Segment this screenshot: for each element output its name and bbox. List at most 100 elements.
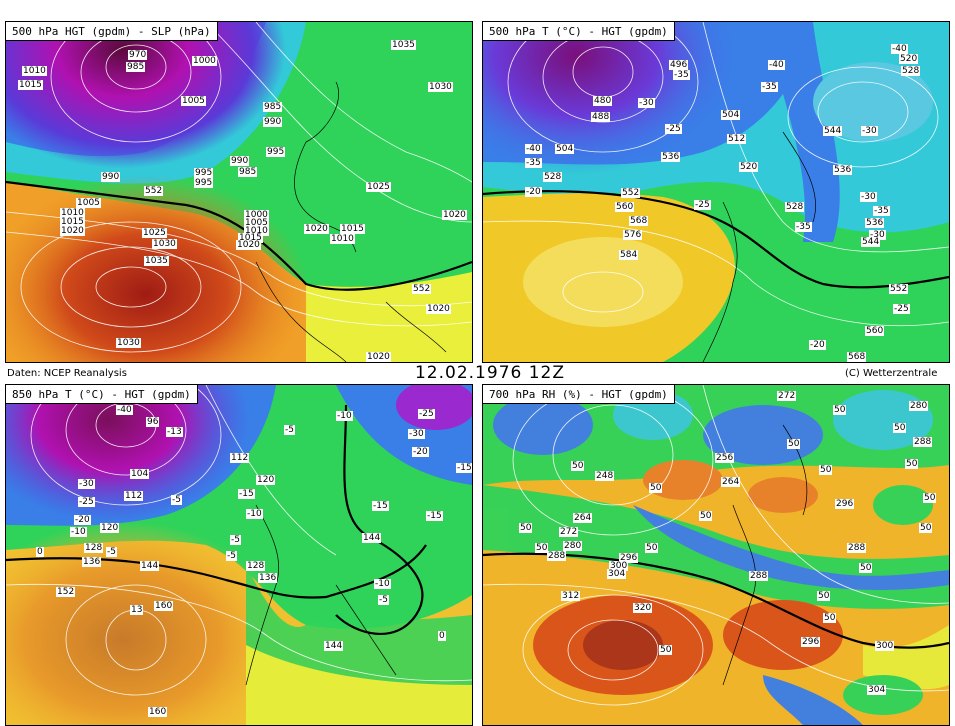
contour-label: 13 (130, 605, 144, 615)
contour-label: 536 (661, 152, 681, 162)
panel-title: 700 hPa RH (%) - HGT (gpdm) (483, 385, 675, 404)
contour-label: 120 (256, 475, 276, 485)
contour-label: 504 (555, 144, 575, 154)
contour-label: 1010 (22, 66, 47, 76)
contour-label: 112 (230, 453, 250, 463)
panel-500hpa-t-hgt: 500 hPa T (°C) - HGT (gpdm) 496 -35 -40 … (482, 21, 950, 363)
map-500-temp (483, 22, 949, 362)
contour-label: 1005 (181, 96, 206, 106)
contour-label: 50 (659, 645, 673, 655)
contour-label: 288 (847, 543, 867, 553)
panel-title: 500 hPa T (°C) - HGT (gpdm) (483, 22, 675, 41)
contour-label: 1020 (304, 224, 329, 234)
contour-label: 995 (194, 178, 214, 188)
contour-label: 1015 (60, 217, 85, 227)
contour-label: 496 (669, 60, 689, 70)
contour-label: -25 (78, 497, 95, 507)
contour-label: -35 (795, 222, 812, 232)
contour-label: 1015 (18, 80, 43, 90)
contour-label: 288 (547, 551, 567, 561)
contour-label: 1025 (142, 228, 167, 238)
contour-label: -25 (418, 409, 435, 419)
contour-label: 112 (124, 491, 144, 501)
contour-label: 1020 (60, 226, 85, 236)
contour-label: -35 (873, 206, 890, 216)
contour-label: 104 (130, 469, 150, 479)
contour-label: 288 (913, 437, 933, 447)
contour-label: 312 (561, 591, 581, 601)
contour-label: 280 (909, 401, 929, 411)
contour-label: -30 (408, 429, 425, 439)
contour-label: 248 (595, 471, 615, 481)
contour-label: 0 (36, 547, 44, 557)
contour-label: 136 (82, 557, 102, 567)
contour-label: 1010 (60, 208, 85, 218)
contour-label: 320 (633, 603, 653, 613)
contour-label: 560 (865, 326, 885, 336)
contour-label: -25 (665, 124, 682, 134)
contour-label: 552 (621, 188, 641, 198)
contour-label: 50 (535, 543, 549, 553)
contour-label: 970 (128, 50, 148, 60)
contour-label: 136 (258, 573, 278, 583)
contour-label: 552 (889, 284, 909, 294)
contour-label: 304 (867, 685, 887, 695)
credit-label: (C) Wetterzentrale (845, 368, 938, 379)
contour-label: -35 (525, 158, 542, 168)
contour-label: 1030 (152, 239, 177, 249)
contour-label: 528 (543, 172, 563, 182)
contour-label: 1005 (76, 198, 101, 208)
contour-label: -25 (893, 304, 910, 314)
contour-label: 536 (865, 218, 885, 228)
contour-label: -10 (336, 411, 353, 421)
contour-label: 144 (324, 641, 344, 651)
contour-label: 300 (609, 561, 629, 571)
contour-label: -20 (412, 447, 429, 457)
panel-500hpa-hgt-slp: 500 hPa HGT (gpdm) - SLP (hPa) 1035 1010… (5, 21, 473, 363)
panel-850hpa-t-hgt: 850 hPa T (°C) - HGT (gpdm) -40 96 -13 -… (5, 384, 473, 726)
contour-label: -40 (525, 144, 542, 154)
contour-label: -25 (694, 200, 711, 210)
contour-label: 300 (875, 641, 895, 651)
contour-label: 560 (615, 202, 635, 212)
contour-label: 288 (749, 571, 769, 581)
contour-label: -15 (456, 463, 472, 473)
contour-label: 544 (861, 237, 881, 247)
contour-label: 256 (715, 453, 735, 463)
contour-label: 296 (835, 499, 855, 509)
contour-label: 568 (629, 216, 649, 226)
map-slp (6, 22, 472, 362)
contour-label: 272 (559, 527, 579, 537)
contour-label: -15 (238, 489, 255, 499)
contour-label: -30 (861, 126, 878, 136)
contour-label: 1020 (236, 240, 261, 250)
contour-label: 584 (619, 250, 639, 260)
contour-label: 1025 (366, 182, 391, 192)
contour-label: -5 (230, 535, 241, 545)
contour-label: 1000 (192, 56, 217, 66)
contour-label: 120 (100, 523, 120, 533)
contour-label: 1020 (366, 352, 391, 362)
contour-label: 488 (591, 112, 611, 122)
contour-label: 50 (893, 423, 907, 433)
contour-label: 568 (847, 352, 867, 362)
panel-title: 500 hPa HGT (gpdm) - SLP (hPa) (6, 22, 218, 41)
contour-label: 160 (148, 707, 168, 717)
contour-label: 1035 (391, 40, 416, 50)
contour-label: 985 (126, 62, 146, 72)
contour-label: 96 (146, 417, 160, 427)
contour-label: 304 (607, 569, 627, 579)
contour-label: -30 (78, 479, 95, 489)
contour-label: 50 (817, 591, 831, 601)
contour-label: 1035 (144, 256, 169, 266)
contour-label: 50 (919, 523, 933, 533)
contour-label: -10 (374, 579, 391, 589)
contour-label: 520 (899, 54, 919, 64)
contour-label: 152 (56, 587, 76, 597)
contour-label: 504 (721, 110, 741, 120)
contour-label: 985 (238, 167, 258, 177)
contour-label: 128 (246, 561, 266, 571)
contour-label: 50 (859, 563, 873, 573)
contour-label: 144 (362, 533, 382, 543)
contour-label: 50 (649, 483, 663, 493)
